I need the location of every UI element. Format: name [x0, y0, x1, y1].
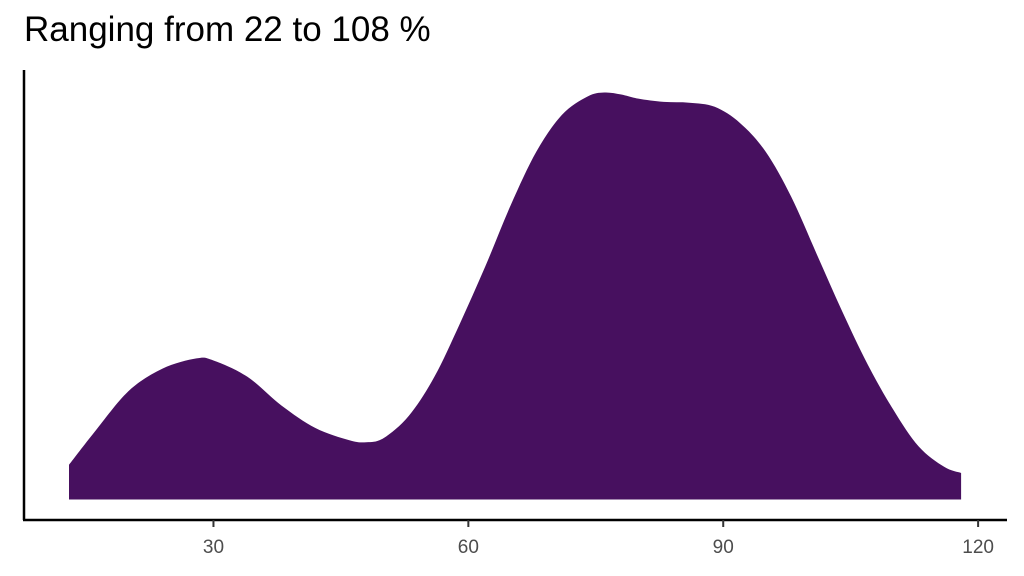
chart-title: Ranging from 22 to 108 %: [24, 10, 431, 49]
x-tick-label: 90: [713, 537, 734, 558]
density-area-layer: [69, 92, 962, 500]
x-tick-label: 120: [962, 537, 994, 558]
density-area: [69, 92, 962, 500]
x-axis-ticks: 30 60 90 120: [203, 520, 994, 558]
x-tick-label: 60: [458, 537, 479, 558]
x-tick-label: 30: [203, 537, 224, 558]
